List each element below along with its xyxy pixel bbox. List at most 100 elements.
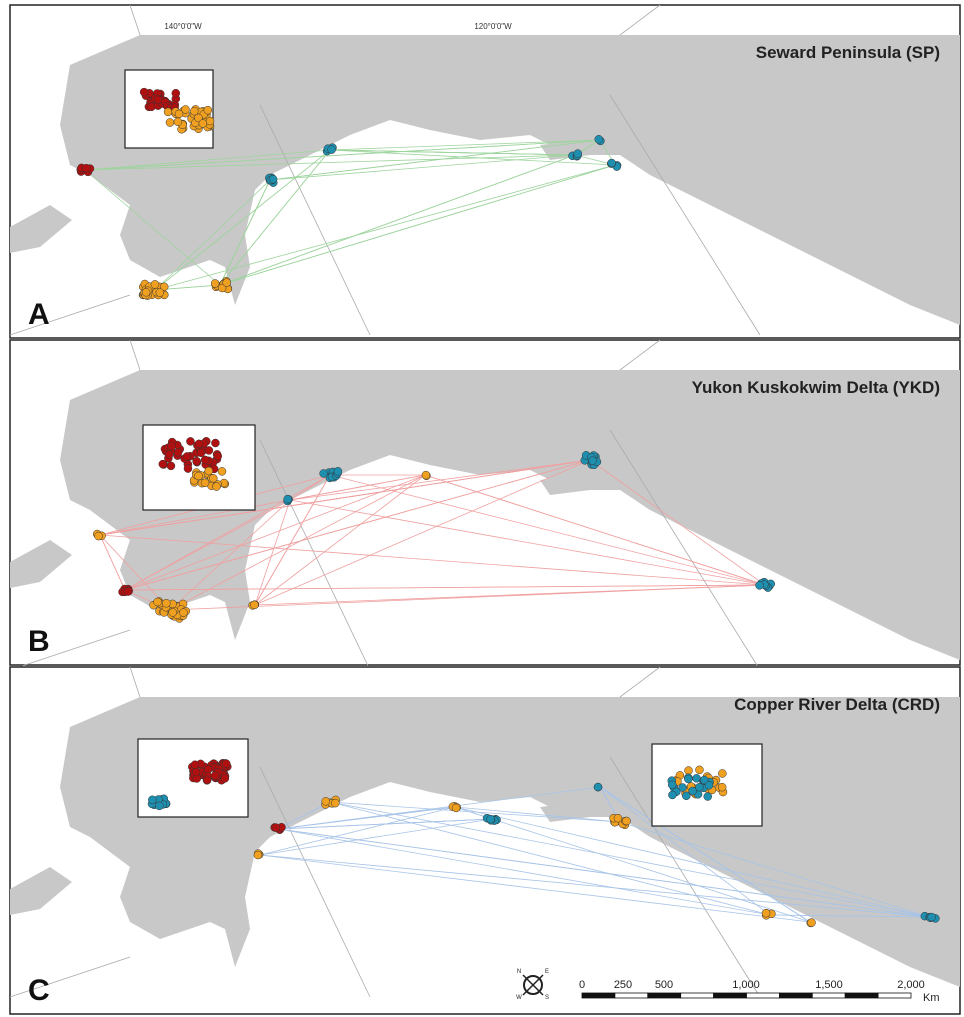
telemetry-point [158, 459, 168, 469]
telemetry-point [684, 766, 693, 775]
map-panel: Seward Peninsula (SP) A [9, 4, 961, 339]
telemetry-point [704, 780, 714, 790]
telemetry-point [200, 478, 210, 488]
track [99, 474, 426, 536]
track [219, 179, 271, 286]
telemetry-point [695, 765, 704, 775]
telemetry-point [173, 117, 183, 127]
telemetry-point [155, 801, 164, 811]
telemetry-point [168, 608, 177, 617]
telemetry-point [588, 456, 597, 465]
track [99, 534, 126, 591]
scale-label: 250 [614, 979, 632, 991]
scale-segment [647, 992, 682, 999]
telemetry-point [593, 782, 603, 792]
track [454, 806, 621, 823]
scale-label: 2,000 [897, 979, 925, 991]
telemetry-point [165, 118, 175, 127]
track [277, 806, 456, 830]
map-panel: Copper River Delta (CRD) C [9, 666, 961, 1015]
telemetry-point [327, 145, 336, 154]
telemetry-point [205, 116, 215, 126]
telemetry-point [253, 850, 263, 860]
track [154, 164, 616, 291]
track [454, 806, 931, 918]
telemetry-point [210, 279, 220, 288]
scale-segment [713, 992, 747, 999]
track [124, 474, 426, 591]
panel-title: Yukon Kuskokwim Delta (YKD) [692, 378, 940, 397]
telemetry-point [200, 455, 210, 465]
track [169, 499, 291, 611]
telemetry-point [196, 448, 206, 458]
telemetry-point [194, 439, 204, 449]
telemetry-point [182, 452, 192, 461]
telemetry-point [204, 446, 214, 455]
track [154, 179, 271, 291]
telemetry-point [82, 163, 91, 173]
panel-letter: B [28, 625, 50, 658]
track [619, 821, 931, 918]
track [277, 828, 771, 916]
track [259, 854, 811, 923]
graticule-label: 140°0'0"W [164, 22, 202, 31]
track [219, 149, 331, 286]
telemetry-point [153, 95, 163, 105]
telemetry-point [668, 790, 677, 800]
telemetry-point [667, 780, 677, 790]
telemetry-point [755, 581, 764, 590]
telemetry-point [695, 782, 704, 792]
telemetry-point [211, 438, 220, 448]
telemetry-point [204, 466, 214, 476]
track [259, 818, 493, 856]
telemetry-point [807, 918, 816, 927]
telemetry-point [159, 282, 169, 292]
track [124, 474, 331, 591]
compass-ring [523, 975, 543, 995]
track [277, 828, 931, 918]
telemetry-point [186, 437, 195, 446]
track [124, 459, 591, 591]
telemetry-point [173, 448, 183, 457]
telemetry-point [212, 482, 221, 491]
scale-segment [680, 992, 715, 999]
scale-label: 500 [655, 979, 673, 991]
scale-segment [877, 992, 912, 999]
telemetry-point [622, 816, 631, 826]
telemetry-point [181, 105, 190, 114]
compass-letter: E [545, 969, 549, 975]
telemetry-point [613, 813, 623, 823]
telemetry-point [194, 113, 203, 123]
telemetry-point [268, 174, 278, 184]
track [589, 459, 766, 586]
telemetry-point [718, 769, 727, 778]
telemetry-point [164, 450, 174, 459]
track [219, 164, 616, 286]
telemetry-point [678, 783, 687, 792]
telemetry-point [703, 792, 712, 801]
telemetry-point [222, 278, 231, 287]
track [84, 154, 576, 171]
telemetry-point [192, 456, 201, 466]
track [329, 139, 601, 151]
telemetry-point [717, 782, 727, 792]
track [329, 801, 931, 918]
compass-letter: S [545, 995, 549, 1001]
track [154, 149, 331, 291]
panel-letter: C [28, 974, 50, 1007]
track [254, 499, 291, 606]
scale-segment [746, 992, 780, 999]
telemetry-point [183, 464, 193, 473]
telemetry-point [148, 795, 157, 805]
telemetry-point [123, 587, 133, 596]
scale-unit: Km [923, 992, 940, 1004]
panel-letter: A [28, 298, 50, 331]
map-panel: Yukon Kuskokwim Delta (YKD) B [9, 339, 961, 671]
track [269, 139, 601, 181]
telemetry-point [167, 441, 176, 451]
telemetry-point [190, 106, 199, 116]
telemetry-point [139, 87, 149, 97]
panels: Seward Peninsula (SP) A Yukon Kuskokwim De… [9, 4, 961, 1015]
track [424, 474, 766, 586]
